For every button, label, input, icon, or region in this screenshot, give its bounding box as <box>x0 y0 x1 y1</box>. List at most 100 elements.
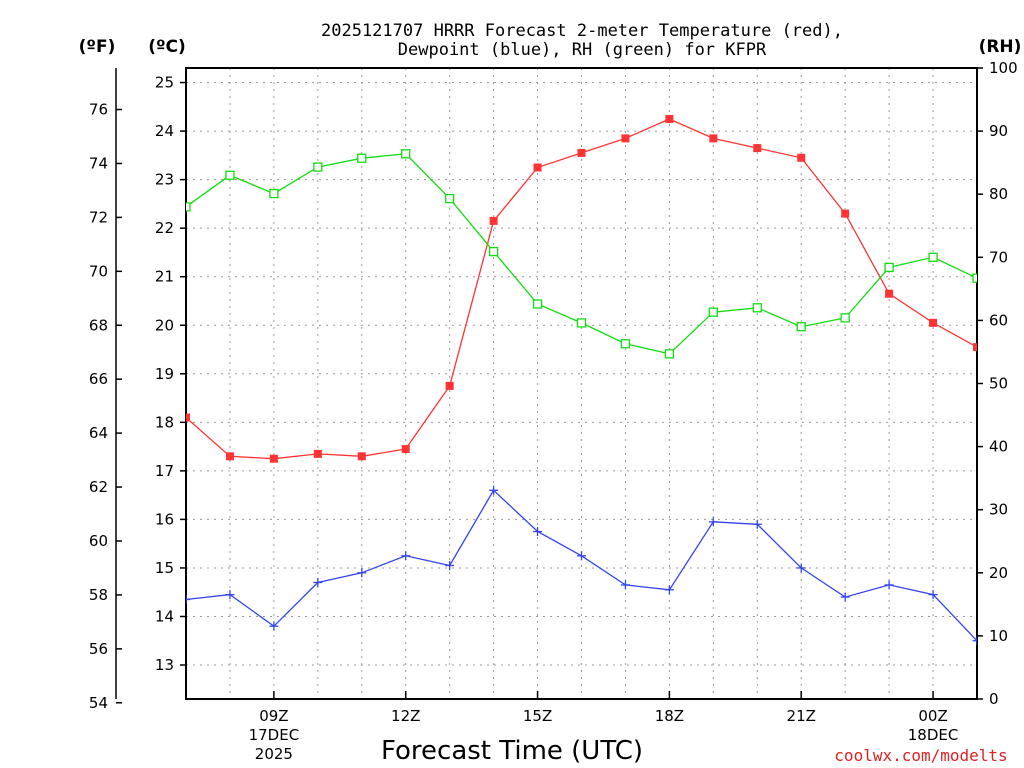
dewpoint-point <box>313 578 323 588</box>
rh-point <box>708 307 718 317</box>
rh-tick-label: 30 <box>989 501 1008 519</box>
dewpoint-point <box>225 590 235 600</box>
dewpoint-point <box>928 590 938 600</box>
celsius-tick-label: 23 <box>155 171 174 189</box>
fahrenheit-tick-label: 58 <box>89 586 108 604</box>
dewpoint-point <box>489 485 499 495</box>
celsius-tick-label: 17 <box>155 462 174 480</box>
dewpoint-point <box>796 563 806 573</box>
rh-tick-label: 0 <box>989 690 999 708</box>
rh-point <box>445 193 455 204</box>
rh-point <box>972 273 977 283</box>
temperature-point <box>929 318 938 327</box>
rh-point <box>664 349 675 359</box>
rh-tick-label: 50 <box>989 375 1008 393</box>
rh-tick-label: 60 <box>989 311 1008 329</box>
date-label: 18DEC <box>908 726 959 744</box>
temperature-point <box>445 381 454 390</box>
rh-point <box>357 153 367 163</box>
rh-point <box>532 299 543 309</box>
dewpoint-point <box>708 517 718 527</box>
date-label: 17DEC <box>249 726 300 744</box>
rh-point <box>840 313 850 323</box>
rh-point <box>269 188 279 199</box>
rh-point <box>752 303 762 313</box>
dewpoint-point <box>445 561 455 571</box>
dewpoint-point <box>664 585 674 595</box>
time-tick-label: 18Z <box>655 707 684 725</box>
rh-tick-label: 100 <box>989 59 1018 77</box>
temperature-point <box>753 144 762 153</box>
rh-point <box>186 202 191 212</box>
celsius-tick-label: 16 <box>155 510 174 528</box>
temperature-point <box>665 114 674 123</box>
time-tick-label: 00Z <box>918 707 947 725</box>
celsius-tick-label: 13 <box>155 656 174 674</box>
dewpoint-point <box>186 594 191 604</box>
fahrenheit-tick-label: 72 <box>89 208 108 226</box>
rh-tick-label: 80 <box>989 185 1008 203</box>
celsius-tick-label: 18 <box>155 413 174 431</box>
temperature-point <box>225 452 234 461</box>
temperature-point <box>709 134 718 143</box>
rh-tick-label: 90 <box>989 122 1008 140</box>
temperature-point <box>313 449 322 458</box>
rh-point <box>401 149 411 159</box>
rh-point <box>620 339 631 349</box>
rh-unit-label: (RH) <box>979 37 1022 57</box>
rh-point <box>225 170 235 180</box>
dewpoint-point <box>840 592 850 602</box>
temperature-point <box>577 148 586 157</box>
time-tick-label: 21Z <box>787 707 816 725</box>
fahrenheit-tick-label: 54 <box>89 694 108 712</box>
year-label: 2025 <box>255 745 293 763</box>
temperature-point <box>489 216 498 225</box>
dewpoint-point <box>884 580 894 590</box>
celsius-tick-label: 20 <box>155 316 174 334</box>
celsius-unit-label: (ºC) <box>148 37 186 57</box>
dewpoint-point <box>533 527 543 537</box>
celsius-tick-label: 19 <box>155 365 174 383</box>
temperature-point <box>269 454 278 463</box>
time-tick-label: 09Z <box>259 707 288 725</box>
dewpoint-point <box>972 636 977 646</box>
dewpoint-point <box>752 519 762 529</box>
rh-point <box>576 318 587 328</box>
temperature-point <box>621 134 630 143</box>
rh-point <box>884 262 894 273</box>
fahrenheit-tick-label: 74 <box>89 154 108 172</box>
celsius-tick-label: 21 <box>155 268 174 286</box>
temperature-point <box>186 413 190 422</box>
temperature-point <box>401 445 410 454</box>
dewpoint-point <box>401 551 411 561</box>
rh-tick-label: 40 <box>989 438 1008 456</box>
fahrenheit-tick-label: 70 <box>89 262 108 280</box>
dewpoint-point <box>577 551 586 561</box>
fahrenheit-tick-label: 66 <box>89 370 108 388</box>
temperature-point <box>533 163 542 172</box>
temperature-point <box>797 153 806 162</box>
celsius-tick-label: 14 <box>155 607 174 625</box>
celsius-tick-label: 15 <box>155 559 174 577</box>
dewpoint-point <box>269 621 279 631</box>
rh-point <box>796 322 806 332</box>
rh-tick-label: 70 <box>989 248 1008 266</box>
celsius-tick-label: 24 <box>155 122 174 140</box>
temperature-point <box>973 343 977 352</box>
dewpoint-point <box>357 568 367 578</box>
axes: 54 56 58 60 62 64 66 68 70 72 74 76 13 14 15 16 17 18 19 20… <box>89 59 1018 763</box>
rh-tick-label: 20 <box>989 564 1008 582</box>
fahrenheit-tick-label: 68 <box>89 316 108 334</box>
fahrenheit-tick-label: 56 <box>89 640 108 658</box>
celsius-tick-label: 25 <box>155 74 174 92</box>
fahrenheit-unit-label: (ºF) <box>79 37 116 57</box>
chart-title-line-1: 2025121707 HRRR Forecast 2-meter Tempera… <box>321 21 843 41</box>
rh-point <box>313 162 323 172</box>
celsius-tick-label: 22 <box>155 219 174 237</box>
temperature-point <box>885 289 894 298</box>
fahrenheit-tick-label: 64 <box>89 424 108 442</box>
rh-tick-label: 10 <box>989 627 1008 645</box>
data-series <box>186 114 977 646</box>
temperature-point <box>357 452 366 461</box>
fahrenheit-tick-label: 62 <box>89 478 108 496</box>
